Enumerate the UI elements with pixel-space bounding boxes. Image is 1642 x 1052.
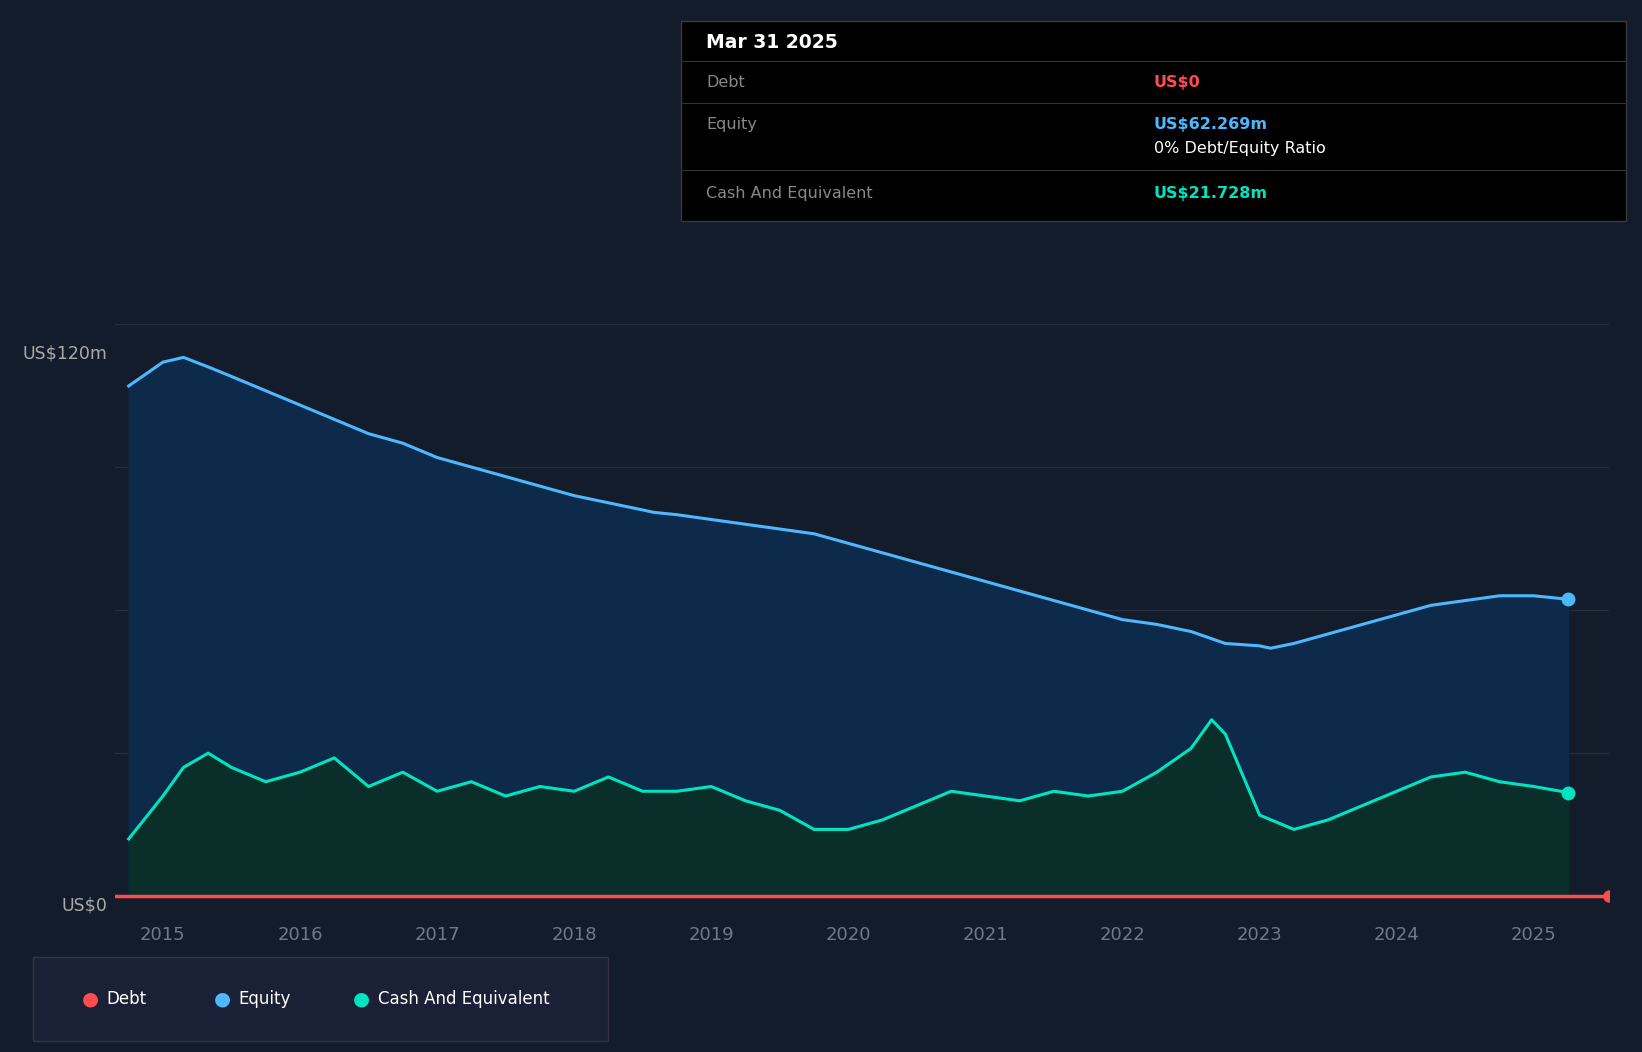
Text: Debt: Debt [107,990,146,1009]
Text: Mar 31 2025: Mar 31 2025 [706,33,837,52]
Text: US$120m: US$120m [23,344,107,362]
Text: Equity: Equity [238,990,291,1009]
Text: US$0: US$0 [62,896,107,914]
Text: US$21.728m: US$21.728m [1153,186,1268,201]
Text: ●: ● [353,990,369,1009]
Text: Equity: Equity [706,117,757,132]
Text: ●: ● [82,990,99,1009]
Text: US$0: US$0 [1153,75,1200,90]
Text: Debt: Debt [706,75,745,90]
Text: ●: ● [213,990,230,1009]
Text: 0% Debt/Equity Ratio: 0% Debt/Equity Ratio [1153,141,1325,156]
Text: Cash And Equivalent: Cash And Equivalent [378,990,550,1009]
Text: Cash And Equivalent: Cash And Equivalent [706,186,872,201]
Text: US$62.269m: US$62.269m [1153,117,1268,132]
